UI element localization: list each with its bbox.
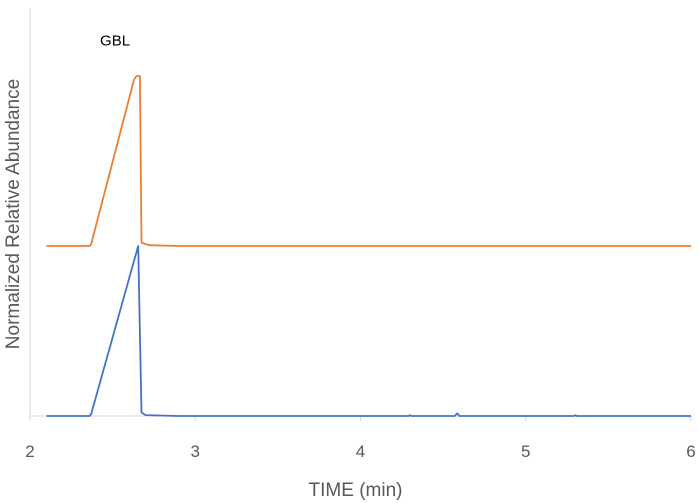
chart-series — [46, 75, 691, 417]
x-ticks: 2 3 4 5 6 — [25, 416, 696, 461]
chart-annotations: GBL — [100, 32, 130, 49]
x-tick-label: 5 — [521, 442, 530, 461]
y-axis-title: Normalized Relative Abundance — [3, 79, 24, 349]
x-tick-label: 6 — [686, 442, 695, 461]
series-line-2 — [46, 245, 691, 417]
annotation-label: GBL — [100, 32, 130, 49]
x-axis-title: TIME (min) — [309, 480, 403, 501]
x-tick-label: 3 — [191, 442, 200, 461]
series-line-1 — [46, 75, 691, 247]
x-tick-label: 2 — [25, 442, 34, 461]
chart-axes — [29, 8, 691, 417]
x-tick-label: 4 — [356, 442, 365, 461]
